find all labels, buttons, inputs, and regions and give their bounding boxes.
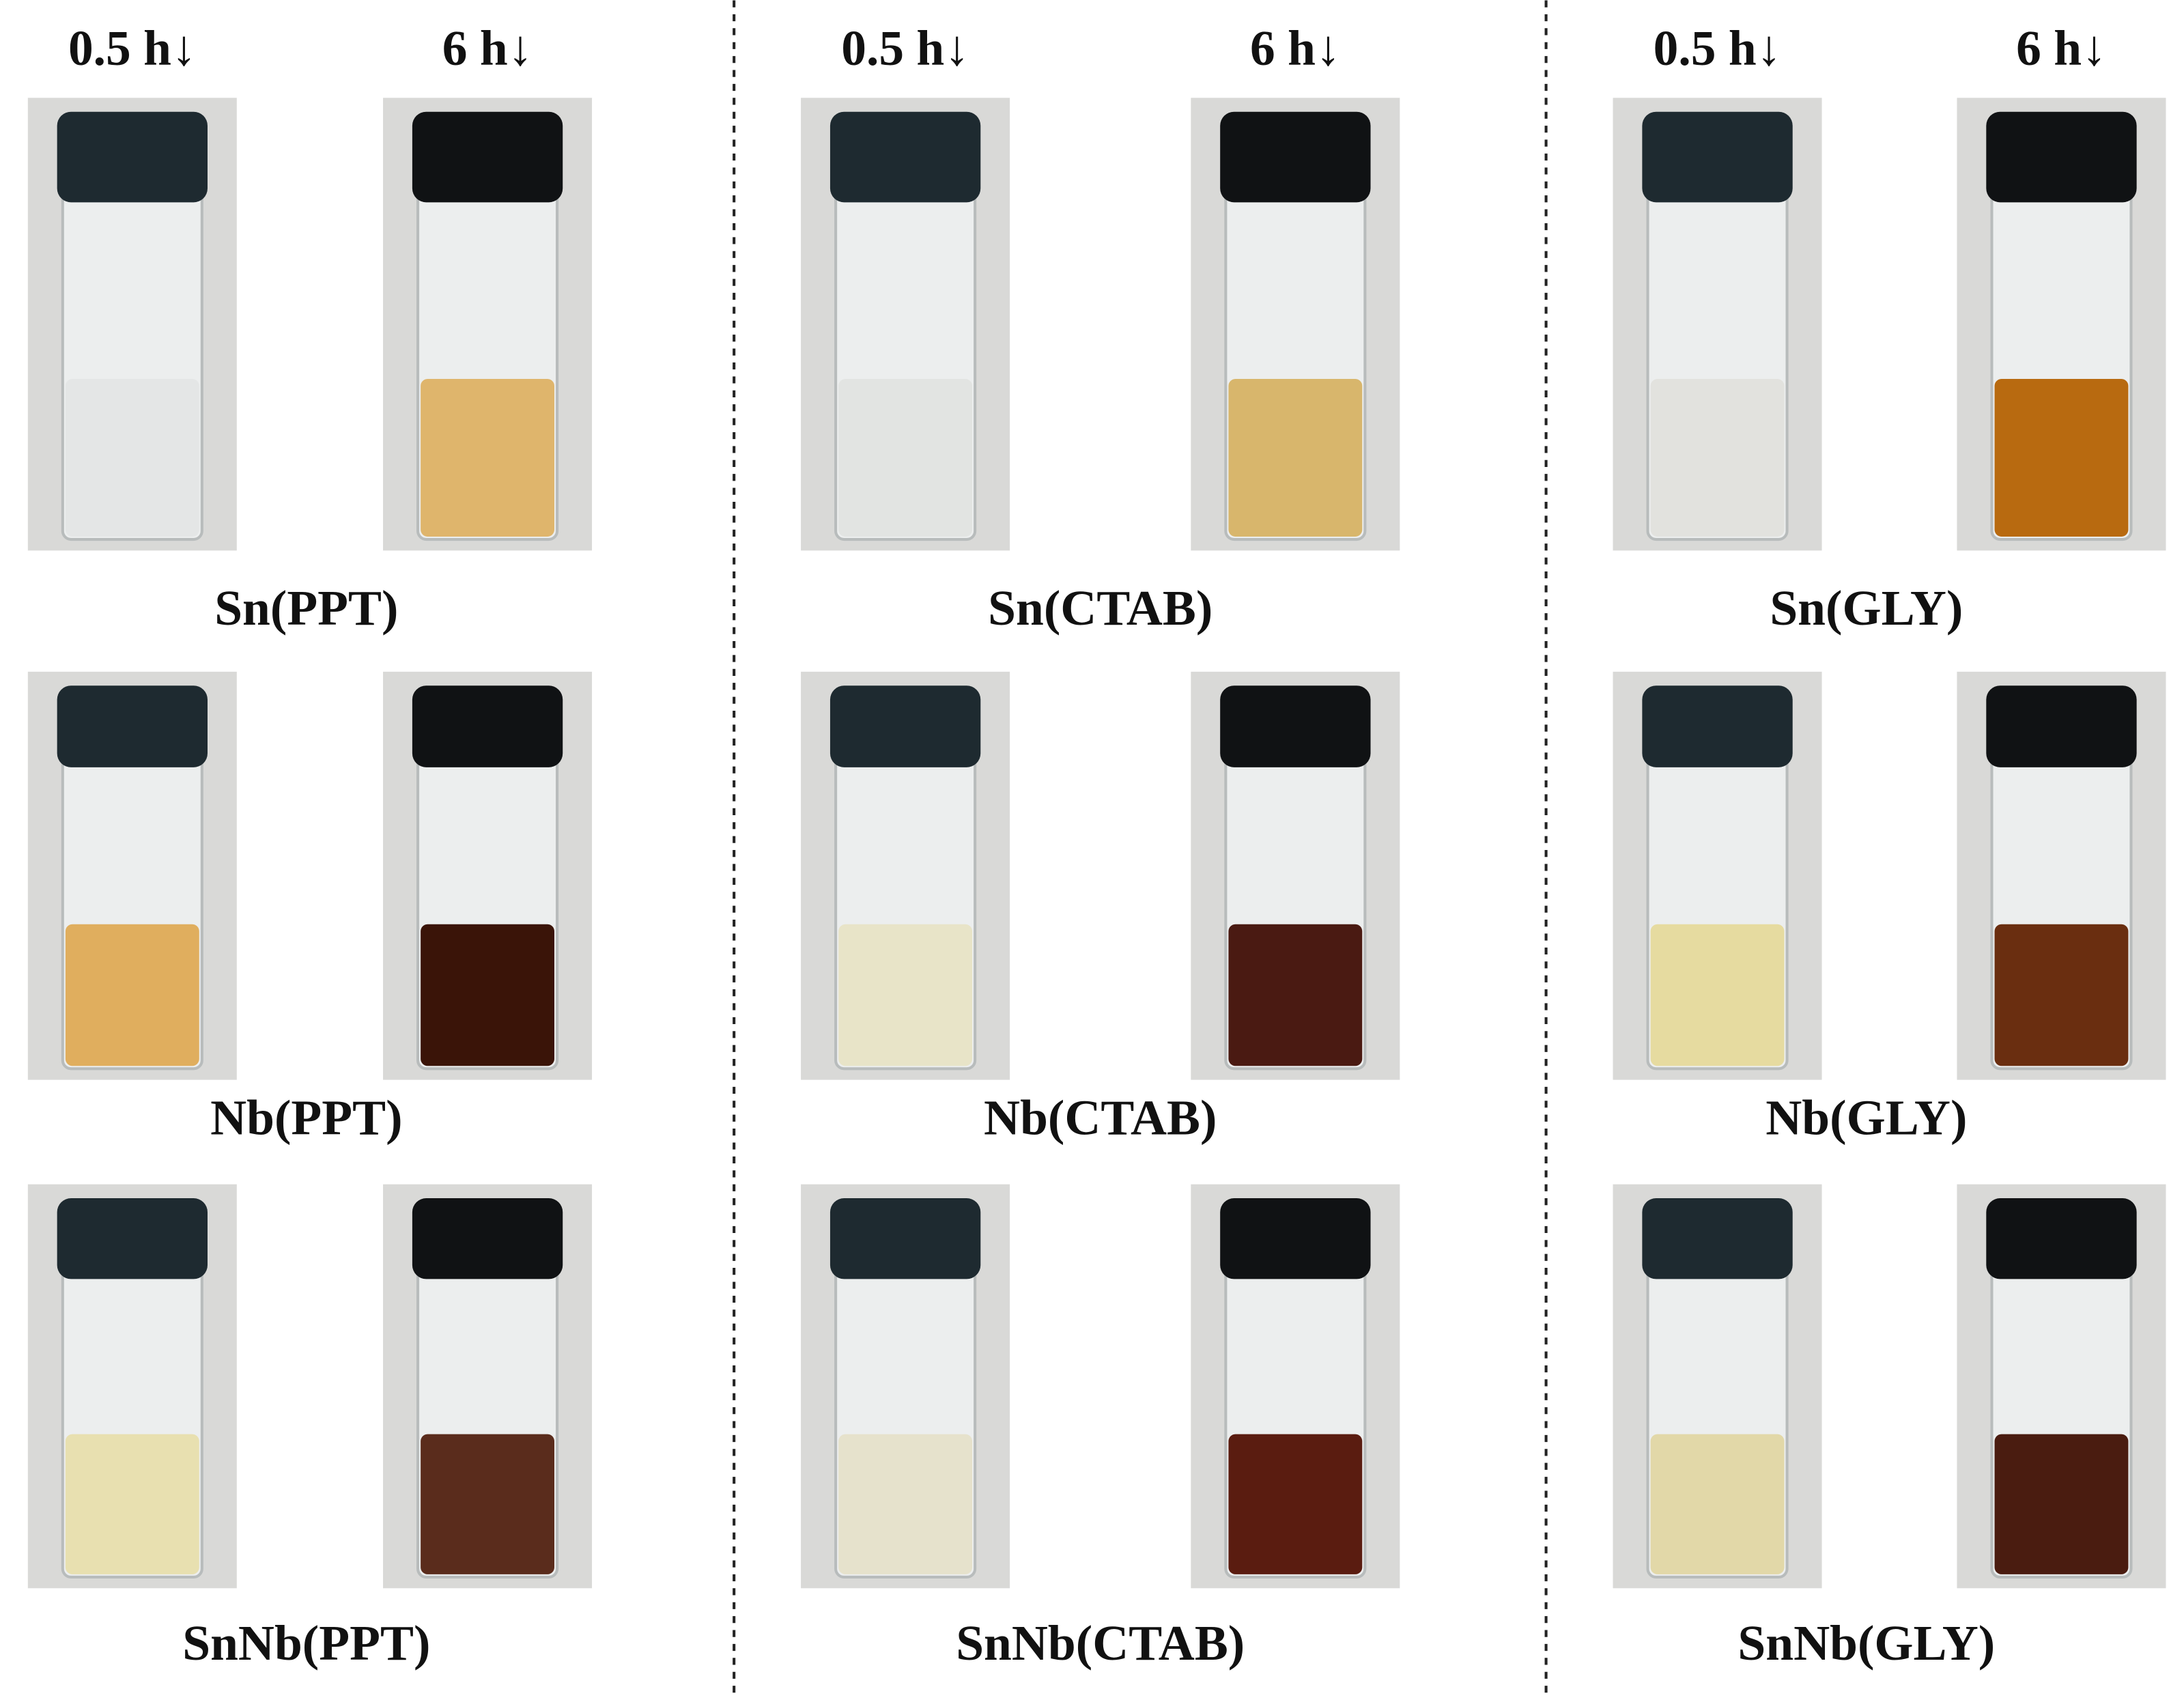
vial-photo — [1957, 1184, 2166, 1589]
time-label: 6 h↓ — [2016, 20, 2107, 76]
vial-photo — [27, 671, 237, 1080]
vial-liquid — [65, 1434, 199, 1574]
vial-photo — [801, 1184, 1010, 1589]
vial-photo — [1191, 1184, 1400, 1589]
vial-photo — [1191, 98, 1400, 551]
vial-cap — [1642, 111, 1793, 203]
sample-label: Sn(CTAB) — [988, 580, 1212, 636]
sample-label: SnNb(PPT) — [182, 1615, 430, 1671]
vial-liquid — [421, 924, 554, 1066]
vial-liquid — [1650, 1434, 1785, 1574]
vial-photo — [383, 671, 593, 1080]
vial-liquid — [838, 924, 973, 1066]
vial-cap — [1986, 1198, 2137, 1279]
vial-cap — [1642, 685, 1793, 767]
vial-cap — [1220, 111, 1371, 203]
vial-photo — [383, 98, 593, 551]
vial-liquid — [421, 379, 554, 537]
vial-cap — [829, 111, 981, 203]
vial-photo — [1957, 671, 2166, 1080]
vial-liquid — [1228, 924, 1363, 1066]
sample-label: SnNb(GLY) — [1738, 1615, 1995, 1671]
time-label: 6 h↓ — [1250, 20, 1341, 76]
vial-cap — [1986, 685, 2137, 767]
vial-cap — [829, 1198, 981, 1279]
vial-cap — [57, 111, 208, 203]
sample-label: Nb(PPT) — [210, 1090, 402, 1146]
vial-liquid — [1228, 1434, 1363, 1574]
sample-label: Sn(PPT) — [214, 580, 398, 636]
vial-liquid — [421, 1434, 554, 1574]
vial-liquid — [838, 1434, 973, 1574]
vial-cap — [57, 1198, 208, 1279]
time-label: 0.5 h↓ — [68, 20, 197, 76]
vial-liquid — [65, 379, 199, 537]
vial-cap — [57, 685, 208, 767]
time-label: 6 h↓ — [442, 20, 533, 76]
vial-liquid — [1994, 379, 2129, 537]
sample-label: SnNb(CTAB) — [956, 1615, 1245, 1671]
vial-cap — [1642, 1198, 1793, 1279]
vial-photo — [1613, 1184, 1822, 1589]
vial-cap — [412, 685, 563, 767]
vial-cap — [1220, 1198, 1371, 1279]
vial-photo — [27, 98, 237, 551]
vial-liquid — [1650, 379, 1785, 537]
sample-label: Nb(CTAB) — [984, 1090, 1217, 1146]
vial-cap — [1220, 685, 1371, 767]
vial-liquid — [65, 924, 199, 1066]
time-label: 0.5 h↓ — [841, 20, 969, 76]
vial-photo — [1613, 98, 1822, 551]
vial-photo — [801, 98, 1010, 551]
vial-liquid — [1228, 379, 1363, 537]
vial-liquid — [838, 379, 973, 537]
vial-photo — [1613, 671, 1822, 1080]
vial-photo — [1957, 98, 2166, 551]
vial-cap — [829, 685, 981, 767]
vial-photo — [27, 1184, 237, 1589]
vial-photo — [383, 1184, 593, 1589]
sample-label: Nb(GLY) — [1765, 1090, 1967, 1146]
vial-liquid — [1994, 1434, 2129, 1574]
vial-cap — [412, 1198, 563, 1279]
vial-photo — [1191, 671, 1400, 1080]
vial-photo — [801, 671, 1010, 1080]
vial-liquid — [1994, 924, 2129, 1066]
vial-cap — [1986, 111, 2137, 203]
vial-liquid — [1650, 924, 1785, 1066]
vial-cap — [412, 111, 563, 203]
sample-label: Sn(GLY) — [1770, 580, 1963, 636]
time-label: 0.5 h↓ — [1654, 20, 1782, 76]
